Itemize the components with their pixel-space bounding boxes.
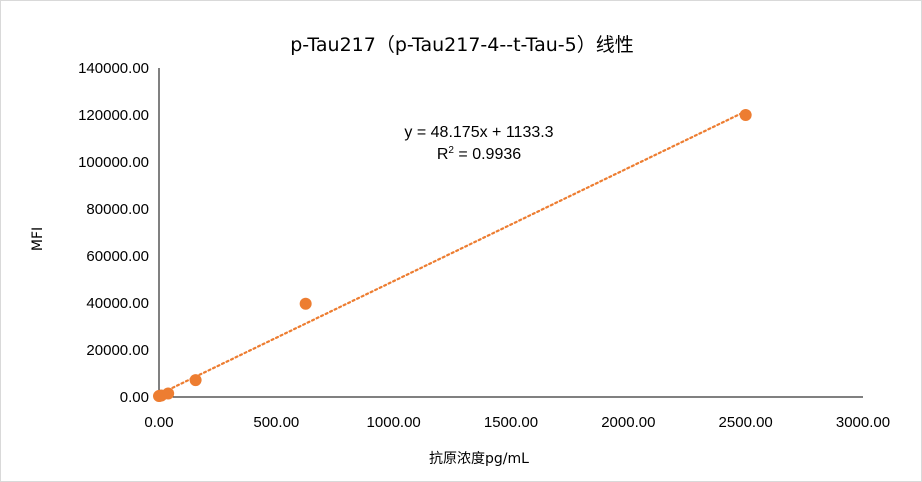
r2-superscript: 2 [448,145,454,156]
x-axis-ticks: 0.00 500.00 1000.00 1500.00 2000.00 2500.00 30… [144,414,890,431]
x-tick-label: 1000.00 [367,414,421,431]
chart-title: p-Tau217（p-Tau217-4--t-Tau-5）线性 [290,34,633,56]
data-point [739,109,752,121]
y-tick-label: 0.00 [120,389,149,406]
r2-prefix: R [437,146,449,163]
data-point [299,297,312,310]
x-tick-label: 3000.00 [836,414,890,431]
y-axis-title: MFI [30,227,46,251]
y-tick-label: 20000.00 [86,342,149,359]
y-tick-label: 80000.00 [86,201,149,218]
x-tick-label: 1500.00 [484,414,538,431]
x-tick-label: 2500.00 [719,414,773,431]
trendline [157,110,747,396]
r2-value: = 0.9936 [454,146,521,163]
data-points [153,109,752,403]
y-tick-label: 60000.00 [86,248,149,265]
y-tick-label: 120000.00 [78,107,149,124]
y-axis-ticks: 0.00 20000.00 40000.00 60000.00 80000.00 1000… [78,60,149,406]
data-point [162,387,175,400]
y-tick-label: 140000.00 [78,60,149,77]
data-point [189,374,202,387]
trendline-r2: R2 = 0.9936 [437,145,521,163]
x-tick-label: 2000.00 [601,414,655,431]
x-tick-label: 500.00 [253,414,299,431]
x-axis-title: 抗原浓度pg/mL [429,451,529,467]
y-tick-label: 40000.00 [86,295,149,312]
y-tick-label: 100000.00 [78,154,149,171]
trendline-equation: y = 48.175x + 1133.3 [404,124,553,141]
x-tick-label: 0.00 [144,414,173,431]
